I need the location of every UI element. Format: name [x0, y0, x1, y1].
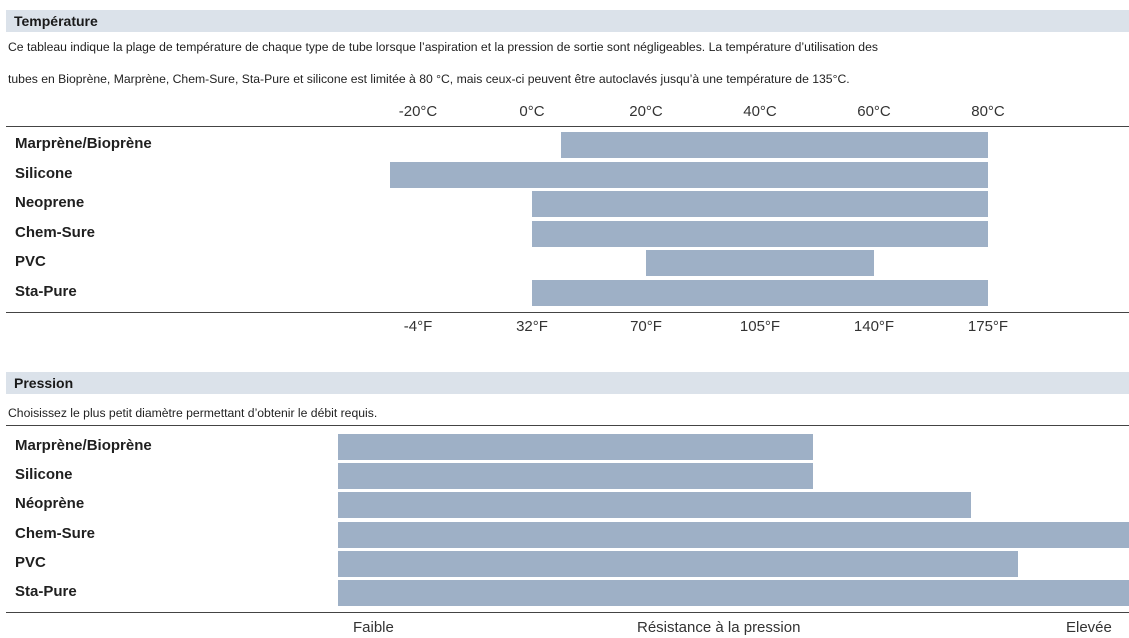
pressure-row-label: Chem-Sure [15, 524, 96, 542]
fahrenheit-tick-label: 140°F [853, 318, 895, 335]
pressure-row-label: Sta-Pure [15, 583, 77, 600]
pressure-top-rule [6, 425, 1129, 426]
celsius-tick-label: 40°C [743, 103, 777, 120]
pressure-row-label: Néoprène [15, 495, 85, 513]
pressure-row-label: Silicone [15, 466, 73, 484]
pressure-low-label: Faible [353, 619, 394, 636]
celsius-tick-label: 20°C [629, 103, 663, 120]
temperature-range-bar [560, 132, 988, 158]
pressure-resistance-bar [338, 580, 1129, 606]
pressure-description: Choisissez le plus petit diamètre permet… [8, 406, 378, 420]
pressure-row-label: PVC [15, 553, 46, 571]
temperature-description-line-2: tubes en Bioprène, Marprène, Chem-Sure, … [8, 72, 850, 86]
temperature-range-bar [532, 279, 988, 306]
temperature-row-label: Silicone [15, 164, 73, 182]
fahrenheit-tick-label: 32°F [516, 318, 548, 335]
celsius-tick-label: -20°C [398, 103, 438, 120]
fahrenheit-tick-label: -4°F [403, 318, 433, 335]
pressure-row-label: Marprène/Bioprène [15, 437, 152, 454]
fahrenheit-tick-label: 105°F [739, 318, 781, 335]
fahrenheit-tick-label: 70°F [630, 318, 662, 335]
pressure-section-title: Pression [6, 372, 1129, 394]
temperature-range-bar [532, 220, 988, 247]
celsius-tick-label: 60°C [857, 103, 891, 120]
temperature-bottom-rule [6, 312, 1129, 313]
celsius-tick-label: 80°C [971, 103, 1005, 120]
temperature-section-title: Température [6, 10, 1129, 32]
temperature-row-label: Sta-Pure [15, 282, 77, 300]
temperature-row-label: Chem-Sure [15, 223, 96, 241]
temperature-row-label: Marprène/Bioprène [15, 135, 152, 152]
pressure-resistance-bar [338, 492, 971, 519]
pressure-high-label: Elevée [1066, 619, 1112, 636]
temperature-range-bar [532, 191, 988, 217]
pressure-resistance-bar [338, 463, 813, 490]
temperature-top-rule [6, 126, 1129, 127]
pressure-resistance-bar [338, 521, 1129, 548]
pressure-bottom-rule [6, 612, 1129, 613]
temperature-range-bar [646, 250, 874, 276]
temperature-row-label: Neoprene [15, 194, 85, 211]
fahrenheit-tick-label: 175°F [967, 318, 1009, 335]
pressure-resistance-bar [338, 550, 1019, 577]
temperature-row-label: PVC [15, 253, 46, 270]
temperature-description-line-1: Ce tableau indique la plage de températu… [8, 40, 878, 54]
pressure-axis-label: Résistance à la pression [637, 619, 801, 636]
celsius-tick-label: 0°C [519, 103, 545, 120]
pressure-resistance-bar [338, 434, 813, 460]
temperature-range-bar [389, 161, 988, 188]
